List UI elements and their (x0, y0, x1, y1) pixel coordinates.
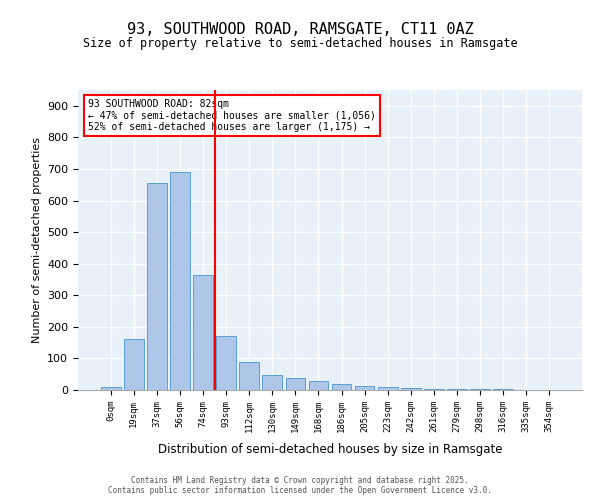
Y-axis label: Number of semi-detached properties: Number of semi-detached properties (32, 137, 41, 343)
Bar (170, 172, 190, 390)
Text: 93 SOUTHWOOD ROAD: 82sqm
← 47% of semi-detached houses are smaller (1,056)
52% o: 93 SOUTHWOOD ROAD: 82sqm ← 47% of semi-d… (88, 99, 376, 132)
Bar (378, 387, 398, 390)
Bar (262, 375, 282, 390)
Bar (101, 388, 121, 390)
Bar (424, 388, 443, 390)
Bar (193, 274, 213, 390)
Bar (147, 183, 167, 390)
Bar (447, 388, 467, 390)
Bar (239, 362, 259, 390)
Text: Contains HM Land Registry data © Crown copyright and database right 2025.
Contai: Contains HM Land Registry data © Crown c… (108, 476, 492, 495)
Bar (124, 340, 143, 390)
Bar (401, 388, 421, 390)
Bar (470, 389, 490, 390)
Text: Size of property relative to semi-detached houses in Ramsgate: Size of property relative to semi-detach… (83, 38, 517, 51)
Bar (332, 384, 352, 390)
Bar (308, 380, 328, 390)
Bar (355, 386, 374, 390)
X-axis label: Distribution of semi-detached houses by size in Ramsgate: Distribution of semi-detached houses by … (158, 443, 502, 456)
Text: 93, SOUTHWOOD ROAD, RAMSGATE, CT11 0AZ: 93, SOUTHWOOD ROAD, RAMSGATE, CT11 0AZ (127, 22, 473, 38)
Bar (286, 378, 305, 390)
Bar (217, 336, 236, 390)
